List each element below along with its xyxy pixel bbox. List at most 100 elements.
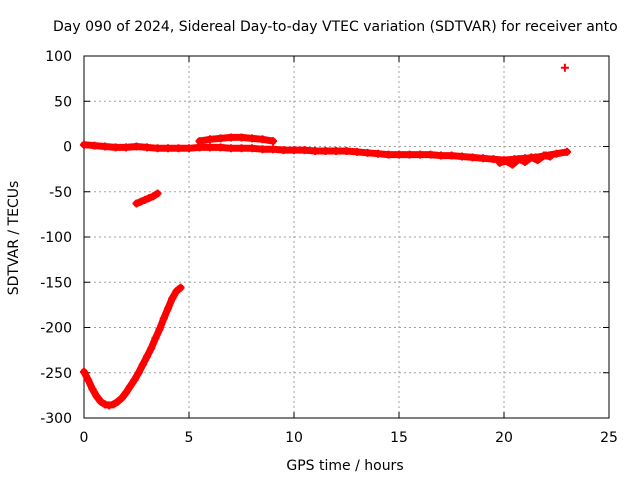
data-point	[437, 151, 445, 160]
data-point	[269, 145, 277, 154]
data-point	[122, 143, 130, 152]
data-point	[149, 192, 158, 201]
data-point	[206, 143, 214, 152]
x-axis-label: GPS time / hours	[286, 458, 403, 474]
data-point	[527, 153, 536, 162]
x-tick-label: 25	[600, 430, 618, 446]
data-point	[168, 294, 177, 303]
x-tick-label: 5	[185, 430, 194, 446]
data-point	[300, 146, 309, 155]
data-point	[155, 325, 164, 334]
data-point	[395, 150, 403, 159]
data-point	[90, 141, 99, 150]
data-point	[508, 160, 517, 169]
y-tick-label: -100	[40, 230, 72, 246]
data-point	[332, 147, 340, 156]
data-point	[269, 137, 277, 146]
data-point	[130, 375, 139, 384]
data-point	[84, 375, 93, 384]
data-point	[237, 133, 246, 142]
data-point	[216, 134, 225, 143]
series-scatter-tail	[495, 151, 555, 169]
y-tick-label: -300	[40, 411, 72, 427]
data-point	[80, 367, 88, 376]
data-point	[416, 150, 424, 159]
x-tick-label: 0	[80, 430, 89, 446]
data-point	[495, 158, 504, 167]
data-point	[426, 150, 435, 159]
data-point	[147, 344, 156, 353]
x-tick-label: 15	[390, 430, 408, 446]
data-point	[122, 388, 130, 397]
data-point	[321, 147, 330, 156]
series-short-segment	[132, 189, 162, 208]
data-point	[172, 287, 181, 296]
data-point	[153, 144, 162, 153]
data-point	[237, 144, 246, 153]
data-point	[92, 392, 101, 401]
series-outlier	[560, 63, 569, 72]
data-point	[342, 147, 351, 156]
data-point	[216, 143, 225, 152]
data-point	[458, 152, 466, 161]
data-point	[533, 156, 542, 165]
data-point	[145, 194, 154, 203]
data-point	[374, 149, 382, 158]
data-point	[248, 144, 256, 153]
y-tick-label: -50	[49, 185, 72, 201]
deep-curve-band	[80, 284, 185, 409]
data-layer	[80, 63, 571, 410]
y-axis-label: SDTVAR / TECUs	[6, 181, 22, 296]
data-point	[479, 154, 487, 163]
data-point	[258, 145, 267, 154]
data-point	[279, 146, 288, 155]
data-point	[164, 144, 172, 153]
data-point	[159, 314, 168, 323]
y-tick-label: -150	[40, 275, 72, 291]
data-point	[405, 150, 414, 159]
tick-layer: 0 5 10 15 20 25 100 50 0 -50 -100 -150 -200 -250 -300	[40, 49, 618, 446]
y-tick-label: 0	[63, 140, 72, 156]
data-point	[174, 144, 183, 153]
data-point	[185, 144, 193, 153]
data-point	[132, 199, 141, 208]
data-point	[489, 155, 498, 164]
data-point	[101, 142, 109, 151]
data-point	[132, 142, 141, 151]
grid-layer	[84, 56, 609, 418]
data-point	[384, 150, 393, 159]
data-point	[80, 140, 88, 149]
x-tick-label: 20	[495, 430, 513, 446]
data-point	[109, 400, 118, 409]
y-tick-label: -200	[40, 321, 72, 337]
data-point	[546, 152, 555, 161]
data-point	[227, 144, 235, 153]
data-point	[363, 148, 372, 157]
data-point	[117, 394, 126, 403]
data-point	[96, 397, 105, 406]
data-point	[258, 135, 267, 144]
data-point	[151, 334, 160, 343]
data-point	[563, 147, 571, 156]
data-point	[164, 304, 172, 313]
data-point	[136, 197, 145, 206]
data-point	[111, 143, 120, 152]
y-tick-label: 100	[45, 49, 72, 65]
data-point	[468, 153, 477, 162]
data-point	[195, 137, 204, 146]
data-point	[126, 382, 135, 391]
data-point	[206, 135, 214, 144]
data-point	[113, 397, 122, 406]
series-arc-trace	[195, 133, 277, 146]
data-point	[560, 63, 569, 72]
x-tick-label: 10	[285, 430, 303, 446]
data-point	[134, 368, 143, 377]
data-point	[552, 149, 561, 158]
data-point	[88, 385, 97, 394]
data-point	[290, 146, 298, 155]
data-point	[353, 147, 361, 156]
y-tick-label: -250	[40, 366, 72, 382]
data-point	[502, 156, 511, 165]
data-point	[227, 133, 235, 142]
